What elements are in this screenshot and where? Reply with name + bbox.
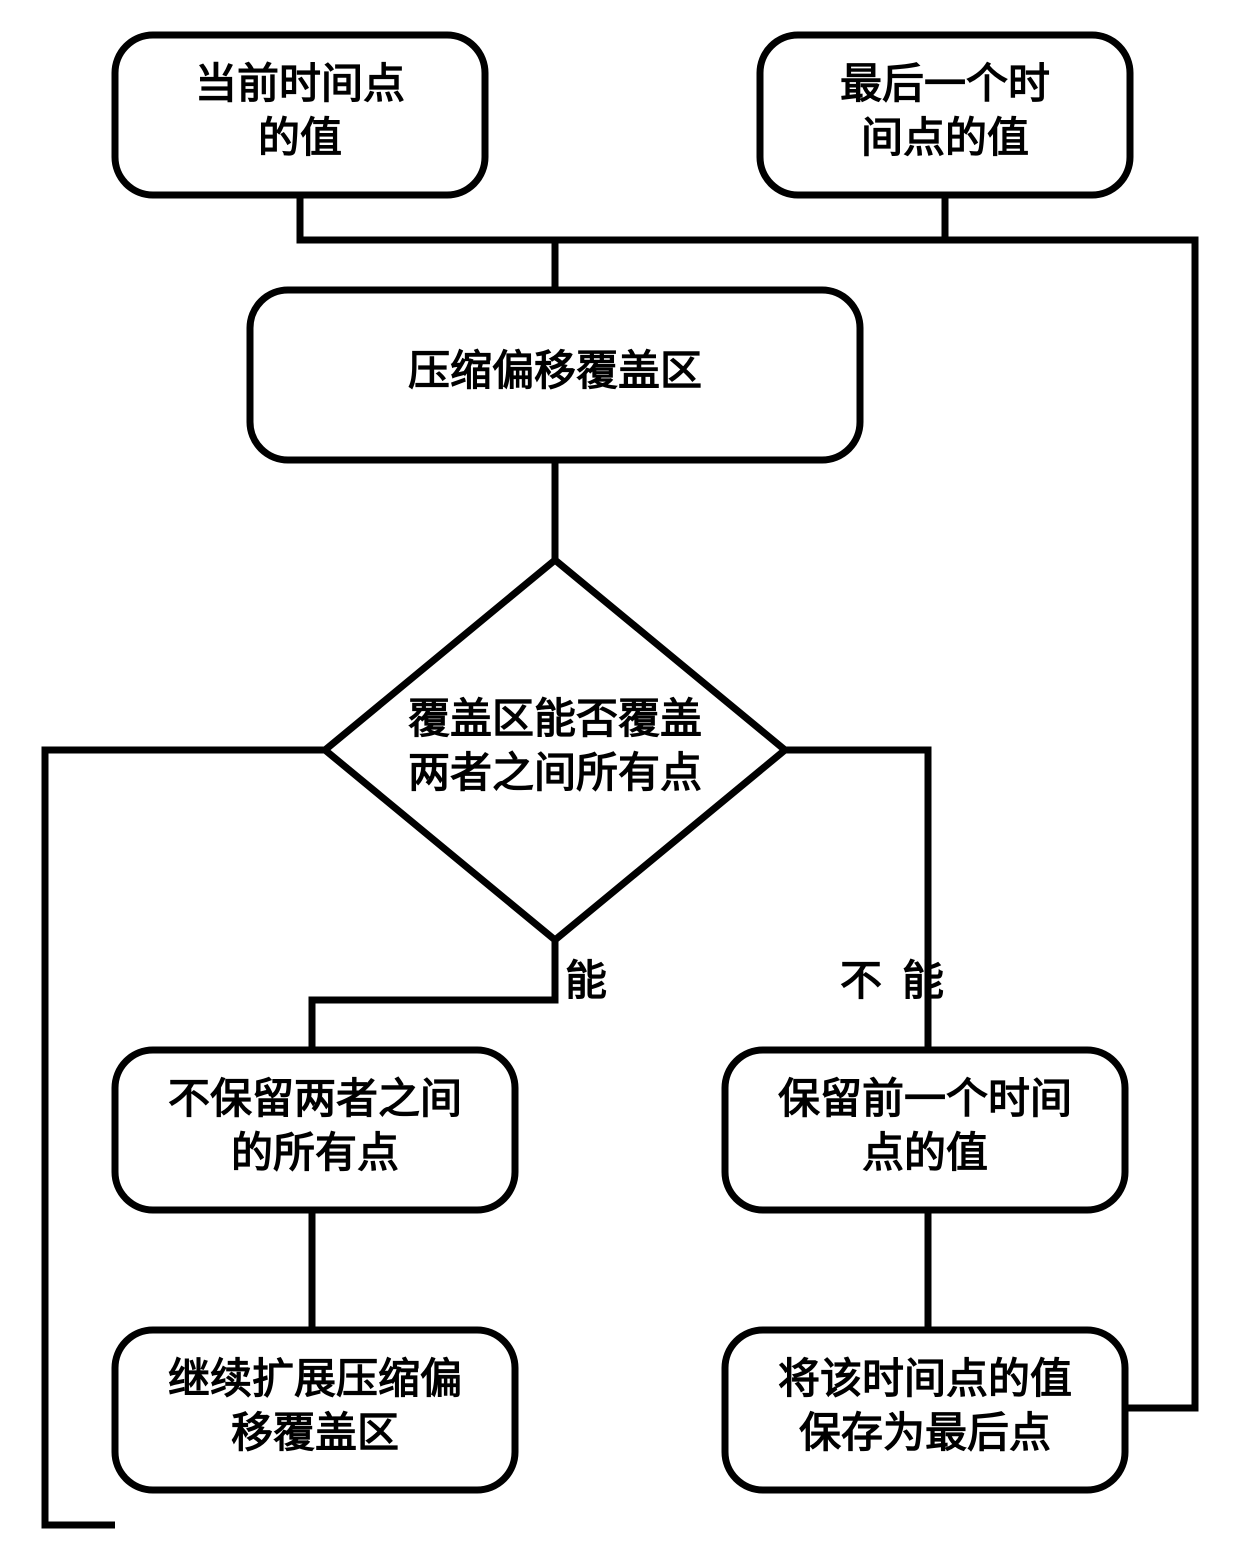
- flow-edge: [300, 195, 945, 240]
- edge-label-no: 不能: [840, 958, 944, 1005]
- flow-edge: [785, 750, 928, 1050]
- flow-edge: [312, 940, 555, 1050]
- node-label-n_compress: 压缩偏移覆盖区: [408, 348, 702, 395]
- edge-label-yes: 能: [565, 958, 607, 1005]
- flow-edge: [945, 240, 1195, 1408]
